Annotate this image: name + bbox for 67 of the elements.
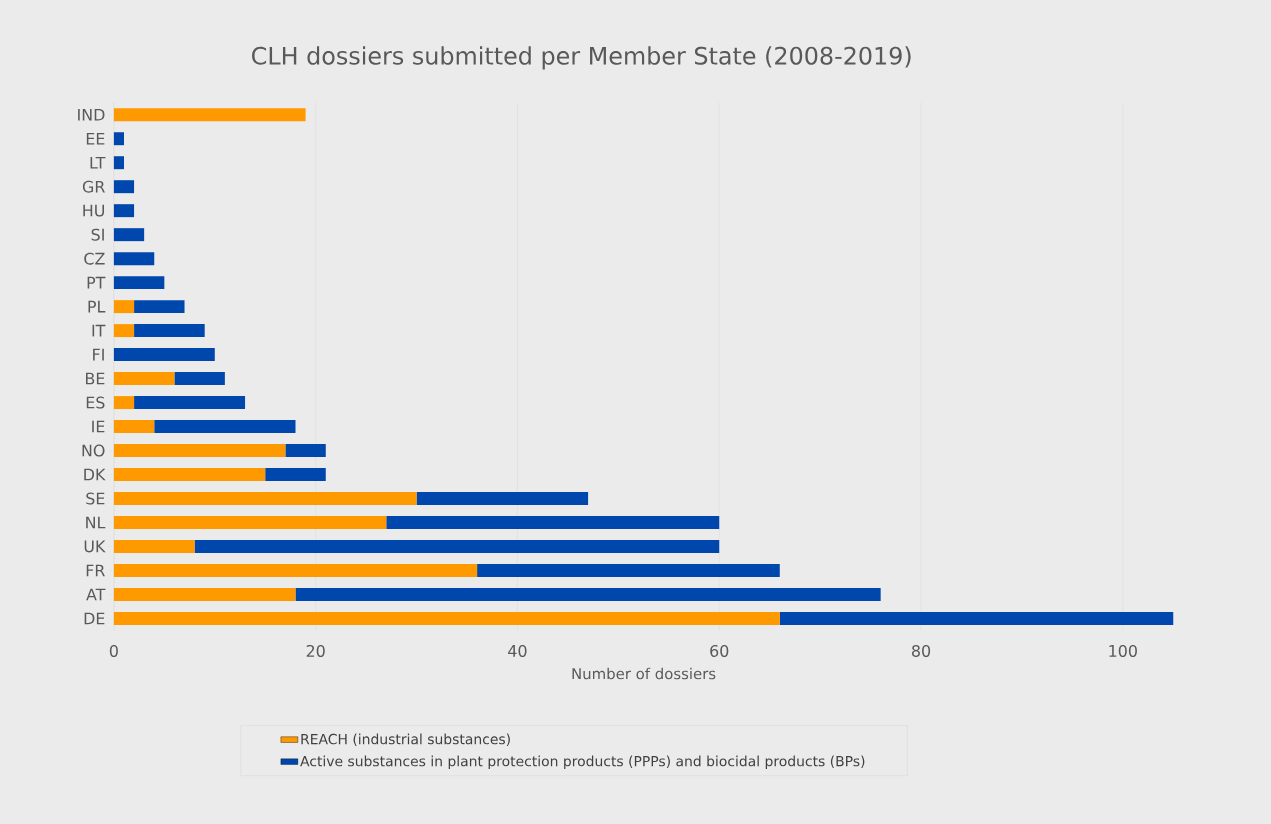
y-tick-label: IND [78,108,105,121]
y-tick-label: NL [86,516,106,529]
bar [113,516,387,530]
bar [386,516,720,530]
y-tick-label: DE [84,612,105,625]
y-tick-label: DK [84,468,106,481]
bar [154,420,296,434]
bar [113,204,135,218]
bar [113,324,135,338]
y-tick-label: HU [83,204,105,217]
legend-label: Active substances in plant protection products (PPPs) and biocidal products (BPs) [300,755,865,770]
bar [265,468,326,482]
x-tick-label: 0 [109,644,118,657]
bar [113,444,286,458]
bar [113,540,195,553]
bar [134,396,246,410]
y-tick-label: NO [82,444,105,457]
bar [174,372,225,386]
bar [113,420,155,434]
chart-title: CLH dossiers submitted per Member State (2008-2019) [252,46,911,70]
bar [134,300,185,314]
y-tick-label: AT [86,588,106,601]
bar [285,444,326,458]
y-tick-label: SE [86,492,105,505]
y-tick-label: EE [86,132,105,145]
y-tick-label: FR [86,564,105,577]
bar [113,300,135,314]
bar [134,324,205,338]
bar [113,492,417,506]
y-tick-label: UK [84,540,106,553]
y-tick-label: IE [92,420,105,433]
bar [113,228,145,242]
y-tick-label: LT [90,156,106,169]
y-tick-label: GR [82,180,105,193]
y-tick-label: BE [86,372,105,385]
bar [113,108,306,122]
bar [113,611,780,625]
y-tick-label: IT [92,324,106,337]
bar [194,540,720,553]
x-axis-title: Number of dossiers [572,667,716,680]
bar [113,132,124,146]
bar [113,564,478,577]
bar [113,588,296,601]
y-tick-label: PT [87,276,106,289]
bar [477,564,780,577]
bar [113,372,175,386]
bar [416,492,589,506]
bar [113,348,215,362]
bar [779,611,1174,625]
bar [113,276,165,290]
x-tick-label: 80 [911,644,931,657]
bar [113,252,155,266]
legend-label: REACH (industrial substances) [301,733,510,747]
x-tick-label: 60 [710,644,729,657]
y-tick-label: CZ [84,252,105,265]
bar [113,156,124,170]
bar [295,588,881,601]
bar [113,396,135,410]
x-tick-label: 100 [1109,644,1137,657]
bar [113,468,266,482]
y-tick-label: SI [91,228,104,241]
x-tick-label: 20 [306,644,325,657]
y-tick-label: PL [88,300,106,313]
y-tick-label: FI [93,348,104,361]
y-tick-label: ES [86,396,105,409]
bar [113,180,135,194]
x-tick-label: 40 [508,644,527,657]
